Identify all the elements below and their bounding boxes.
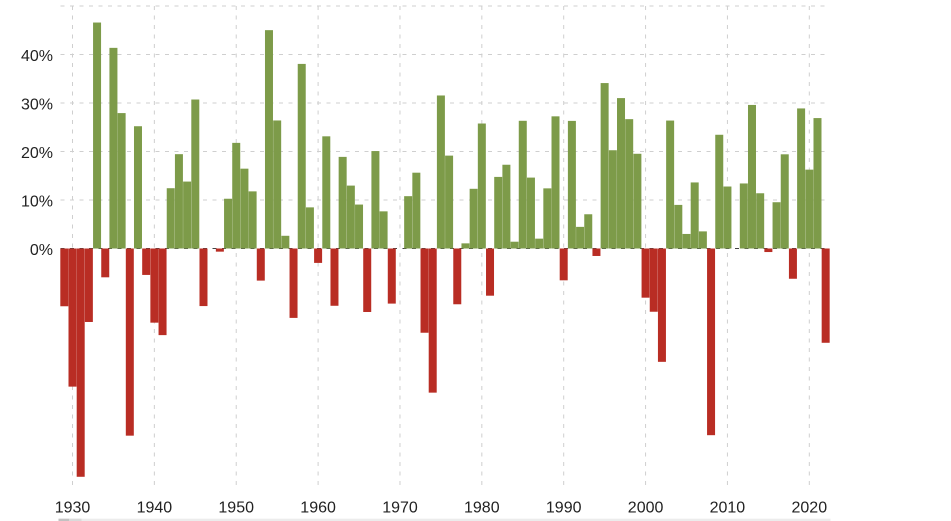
- svg-text:0%: 0%: [30, 242, 53, 259]
- svg-text:1930: 1930: [55, 499, 91, 516]
- svg-text:30%: 30%: [21, 97, 53, 114]
- svg-text:1950: 1950: [218, 499, 254, 516]
- svg-text:1970: 1970: [382, 499, 418, 516]
- svg-text:20%: 20%: [21, 145, 53, 162]
- svg-text:1980: 1980: [464, 499, 500, 516]
- svg-text:2010: 2010: [710, 499, 746, 516]
- svg-text:10%: 10%: [21, 194, 53, 211]
- svg-text:1960: 1960: [300, 499, 336, 516]
- svg-text:1990: 1990: [546, 499, 582, 516]
- svg-text:40%: 40%: [21, 48, 53, 65]
- svg-text:2000: 2000: [628, 499, 664, 516]
- svg-text:2020: 2020: [792, 499, 828, 516]
- svg-text:1940: 1940: [137, 499, 173, 516]
